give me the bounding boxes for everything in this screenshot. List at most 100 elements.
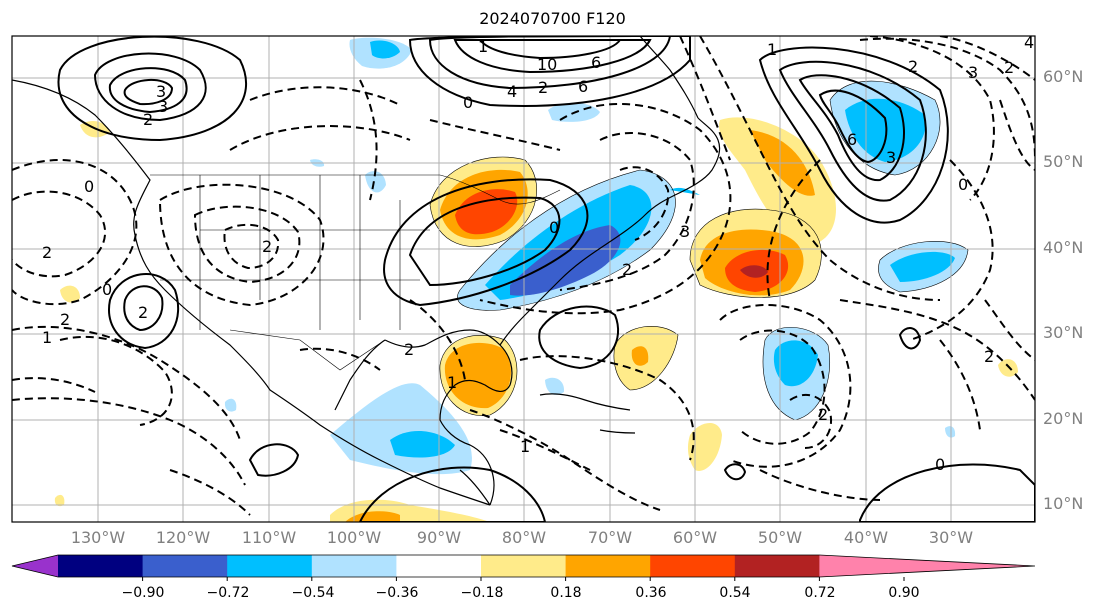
contour-label: 0 xyxy=(935,455,945,474)
shade-negative xyxy=(370,40,400,59)
colorbar-extend-max xyxy=(819,555,1035,577)
borders xyxy=(150,174,561,371)
lat-label: 60°N xyxy=(1043,67,1084,86)
lat-label: 10°N xyxy=(1043,494,1084,513)
colorbar-bin xyxy=(565,555,651,577)
colorbar-bin xyxy=(396,555,482,577)
colorbar-tick-label: 0.18 xyxy=(550,585,582,601)
lon-label: 70°W xyxy=(587,528,633,547)
lat-label: 20°N xyxy=(1043,409,1084,428)
contour-label: 2 xyxy=(60,310,70,329)
colorbar-bin xyxy=(311,555,397,577)
contour-label: 1 xyxy=(767,40,777,59)
colorbar-bin xyxy=(650,555,736,577)
contour-label: 4 xyxy=(1024,33,1034,52)
shade-positive xyxy=(455,189,518,235)
shade-positive xyxy=(687,422,722,471)
shade-positive xyxy=(54,494,65,507)
contour-label: 2 xyxy=(42,243,52,262)
contour-label: 1 xyxy=(447,373,457,392)
contour-label: 2 xyxy=(262,237,272,256)
lon-label: 80°W xyxy=(501,528,547,547)
shade-negative xyxy=(224,398,237,412)
colorbar-bin xyxy=(58,555,144,577)
contour-label: 0 xyxy=(549,218,559,237)
shading-outlines xyxy=(429,80,969,421)
contour-label: 3 xyxy=(680,222,690,241)
colorbar-outline xyxy=(11,554,1036,578)
map-title: 2024070700 F120 xyxy=(479,9,626,28)
colorbar-tick-label: 0.90 xyxy=(888,585,920,601)
lon-label: 120°W xyxy=(155,528,211,547)
shade-negative xyxy=(365,171,386,193)
contour-label: 0 xyxy=(84,177,94,196)
contour-label: 2 xyxy=(538,78,548,97)
lon-label: 100°W xyxy=(326,528,382,547)
map-frame xyxy=(11,35,1036,523)
lon-label: 50°W xyxy=(757,528,803,547)
shade-negative xyxy=(845,98,926,162)
contours-positive xyxy=(57,36,1035,522)
contour-label: 1 xyxy=(478,37,488,56)
colorbar-tick-label: −0.90 xyxy=(121,585,165,601)
colorbar-tick-label: 0.36 xyxy=(635,585,667,601)
contour-label: 0 xyxy=(463,93,473,112)
contour-label: 2 xyxy=(622,260,632,279)
shade-negative xyxy=(510,225,621,296)
colorbar-tick-label: −0.36 xyxy=(375,585,419,601)
colorbar-tick-label: 0.54 xyxy=(719,585,751,601)
contour-label: 6 xyxy=(578,77,588,96)
lon-label: 60°W xyxy=(672,528,718,547)
contour-labels: 3 2 0 1 2 2 2 1 10 6 4 2 6 0 3 2 3 6 2 0… xyxy=(42,33,1034,474)
contour-label: 3 xyxy=(886,148,896,167)
lat-label: 30°N xyxy=(1043,323,1084,342)
lat-label: 50°N xyxy=(1043,152,1084,171)
colorbar-tick-label: −0.72 xyxy=(206,585,250,601)
shade-positive xyxy=(740,265,768,278)
shade-negative xyxy=(773,340,818,387)
lon-label: 40°W xyxy=(843,528,889,547)
colorbar xyxy=(11,554,1036,581)
contour-label: 0 xyxy=(102,280,112,299)
contour-label: 2 xyxy=(138,303,148,322)
shade-negative xyxy=(545,377,565,395)
shade-positive xyxy=(444,342,511,409)
contour-label: 2 xyxy=(984,347,994,366)
colorbar-bin xyxy=(142,555,228,577)
shade-positive xyxy=(631,346,649,366)
shade-negative xyxy=(890,251,955,282)
contour-label: 3 xyxy=(968,63,978,82)
coastlines xyxy=(12,36,721,506)
shade-negative xyxy=(945,426,956,438)
contour-label: 0 xyxy=(958,175,968,194)
lon-label: 90°W xyxy=(416,528,462,547)
shade-positive xyxy=(719,117,837,245)
contour-label: 10 xyxy=(537,55,557,74)
contour-label: 3 xyxy=(158,97,168,116)
contour-label: 2 xyxy=(1004,58,1014,77)
contour-label: 2 xyxy=(818,405,828,424)
contour-label: 2 xyxy=(908,57,918,76)
contour-label: 3 xyxy=(156,82,166,101)
shading-layer xyxy=(54,37,1018,522)
shade-positive xyxy=(998,359,1018,377)
colorbar-bin xyxy=(227,555,313,577)
colorbar-tick-label: −0.18 xyxy=(460,585,504,601)
lon-label: 110°W xyxy=(241,528,297,547)
contour-label: 2 xyxy=(404,340,414,359)
colorbar-tick-label: −0.54 xyxy=(291,585,335,601)
lon-label: 130°W xyxy=(70,528,126,547)
contours-negative xyxy=(12,36,1035,516)
contour-label: 1 xyxy=(520,437,530,456)
contour-label: 4 xyxy=(507,82,517,101)
colorbar-extend-min xyxy=(12,555,58,577)
contour-label: 6 xyxy=(847,130,857,149)
colorbar-bin xyxy=(481,555,567,577)
colorbar-bin xyxy=(734,555,820,577)
contour-label: 1 xyxy=(42,328,52,347)
contour-label: 2 xyxy=(143,110,153,129)
colorbar-tick-label: 0.72 xyxy=(804,585,836,601)
lat-label: 40°N xyxy=(1043,238,1084,257)
shade-positive xyxy=(345,511,400,522)
